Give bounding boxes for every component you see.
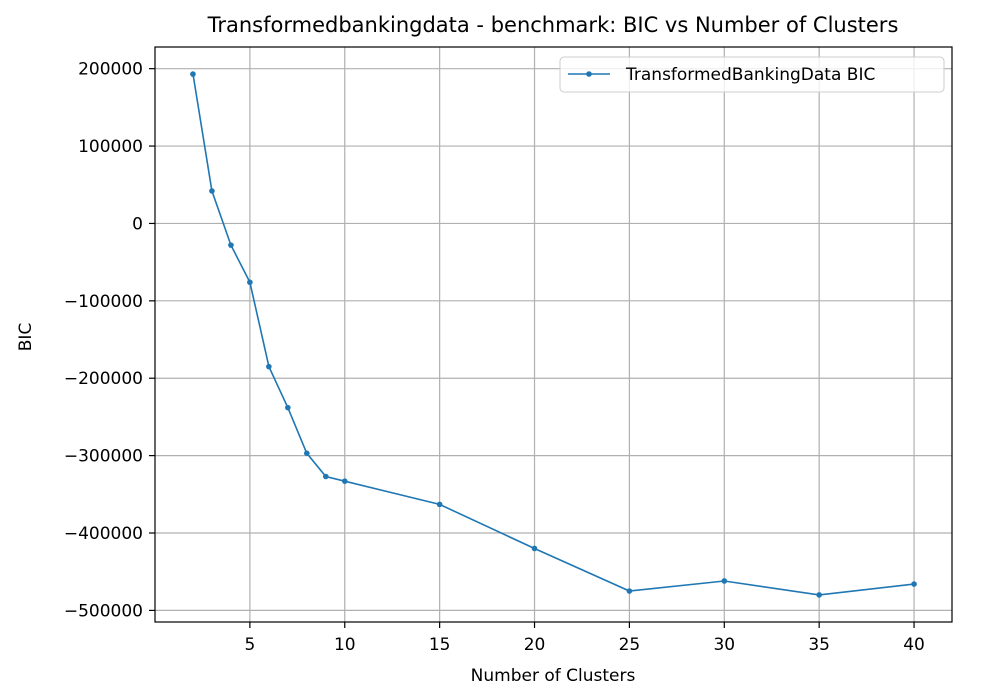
data-point (304, 450, 310, 457)
x-tick-label: 40 (903, 635, 925, 655)
data-point (228, 242, 234, 248)
data-point (322, 473, 329, 480)
x-axis-label: Number of Clusters (471, 666, 636, 686)
y-tick-label: 0 (132, 214, 143, 234)
series-layer (190, 71, 917, 598)
data-point (436, 501, 443, 508)
data-point (285, 404, 291, 411)
x-tick-label: 15 (429, 635, 451, 655)
data-point (341, 478, 348, 484)
data-point (911, 581, 917, 587)
x-tick-label: 30 (713, 635, 735, 655)
legend-label: TransformedBankingData BIC (625, 65, 875, 85)
data-point (209, 188, 215, 194)
y-tick-label: −400000 (64, 524, 143, 544)
series-line (192, 73, 915, 596)
legend-marker-swatch (586, 71, 592, 77)
legend-box (559, 56, 945, 93)
y-tick-label: 200000 (78, 60, 143, 80)
y-tick-label: −500000 (64, 601, 143, 621)
legend: TransformedBankingData BIC (559, 56, 945, 93)
chart-title: Transformedbankingdata - benchmark: BIC … (207, 13, 899, 37)
data-point (626, 588, 633, 594)
grid-lines (155, 47, 952, 622)
x-tick-label: 20 (524, 635, 546, 655)
y-tick-label: −200000 (64, 369, 143, 389)
data-point (266, 363, 272, 370)
x-tick-label: 35 (808, 635, 830, 655)
data-point (721, 578, 728, 584)
data-point (531, 545, 538, 552)
data-point (816, 592, 822, 598)
axis-ticks: 5 10 15 20 25 30 35 40 200000 100000 0 −100000 −2000… (64, 60, 925, 655)
x-tick-label: 25 (619, 635, 641, 655)
y-tick-label: −300000 (64, 447, 143, 467)
x-tick-label: 10 (334, 635, 356, 655)
data-point (190, 71, 196, 77)
y-tick-label: −100000 (64, 292, 143, 312)
plot-frame (154, 46, 953, 623)
data-point (247, 279, 253, 286)
x-tick-label: 5 (244, 635, 255, 655)
y-tick-label: 100000 (78, 137, 143, 157)
y-axis-label: BIC (16, 323, 36, 352)
